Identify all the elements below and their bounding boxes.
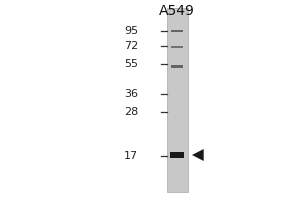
Text: A549: A549	[159, 4, 195, 18]
Polygon shape	[192, 149, 204, 161]
Text: 95: 95	[124, 26, 138, 36]
Text: 36: 36	[124, 89, 138, 99]
Bar	[171, 30, 183, 32]
Bar	[167, 8, 188, 192]
Text: 72: 72	[124, 41, 138, 51]
Bar	[171, 46, 183, 48]
Bar	[171, 65, 183, 68]
Text: 17: 17	[124, 151, 138, 161]
Bar	[170, 152, 184, 158]
Text: 55: 55	[124, 59, 138, 69]
Text: 28: 28	[124, 107, 138, 117]
